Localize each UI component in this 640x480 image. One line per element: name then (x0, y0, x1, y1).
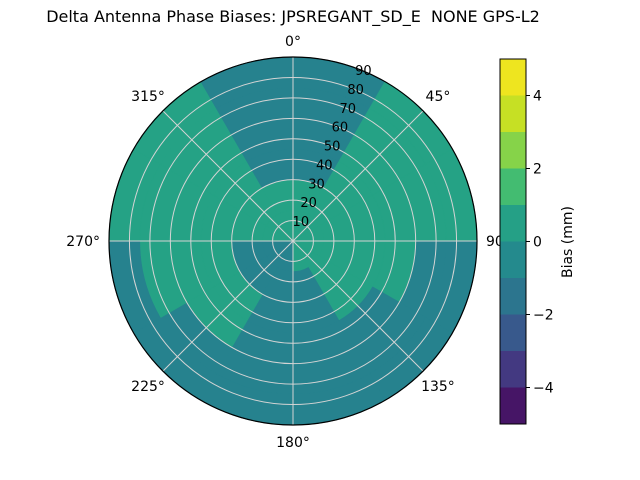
chart-title: Delta Antenna Phase Biases: JPSREGANT_SD… (46, 7, 540, 27)
radial-tick-label: 30 (308, 177, 325, 192)
radial-tick-label: 70 (339, 102, 356, 117)
colorbar-tick-label: 0 (533, 235, 542, 251)
angular-tick-label: 180° (276, 435, 310, 451)
colorbar-tick-label: 2 (533, 162, 542, 178)
colorbar-segment (500, 278, 526, 315)
angular-tick-label: 270° (66, 234, 100, 250)
polar-grid-spoke (162, 110, 294, 242)
colorbar-segment (500, 205, 526, 242)
colorbar-segment (500, 241, 526, 278)
angular-tick-label: 315° (131, 89, 165, 105)
plot-layer: 0°45°90135°180°225°270°315°1020304050607… (66, 34, 553, 451)
colorbar-segment (500, 59, 526, 96)
colorbar-segment (500, 95, 526, 132)
angular-tick-label: 45° (426, 89, 451, 105)
colorbar-segment (500, 351, 526, 388)
radial-tick-label: 80 (347, 83, 364, 98)
polar-grid-spoke (162, 240, 294, 372)
radial-tick-label: 10 (293, 215, 310, 230)
polar-outline (108, 56, 478, 426)
angular-tick-label: 90 (486, 234, 504, 250)
radial-tick-label: 90 (355, 64, 372, 79)
colorbar-label: Bias (mm) (560, 206, 576, 278)
radial-tick-label: 20 (300, 196, 317, 211)
colorbar-segment (500, 168, 526, 205)
colorbar-segment (500, 132, 526, 169)
colorbar-segment (500, 314, 526, 351)
polar-grid-spoke (292, 110, 424, 242)
radial-tick-label: 60 (332, 121, 349, 136)
colorbar-segment (500, 387, 526, 424)
polar-grid-spoke (292, 240, 424, 372)
angular-tick-label: 135° (421, 379, 455, 395)
angular-tick-label: 0° (285, 34, 301, 50)
radial-tick-label: 50 (324, 140, 341, 155)
colorbar-tick-label: −2 (533, 308, 554, 324)
angular-tick-label: 225° (131, 379, 165, 395)
radial-tick-label: 40 (316, 158, 333, 173)
colorbar-tick-label: −4 (533, 381, 554, 397)
colorbar-tick-label: 4 (533, 89, 542, 105)
